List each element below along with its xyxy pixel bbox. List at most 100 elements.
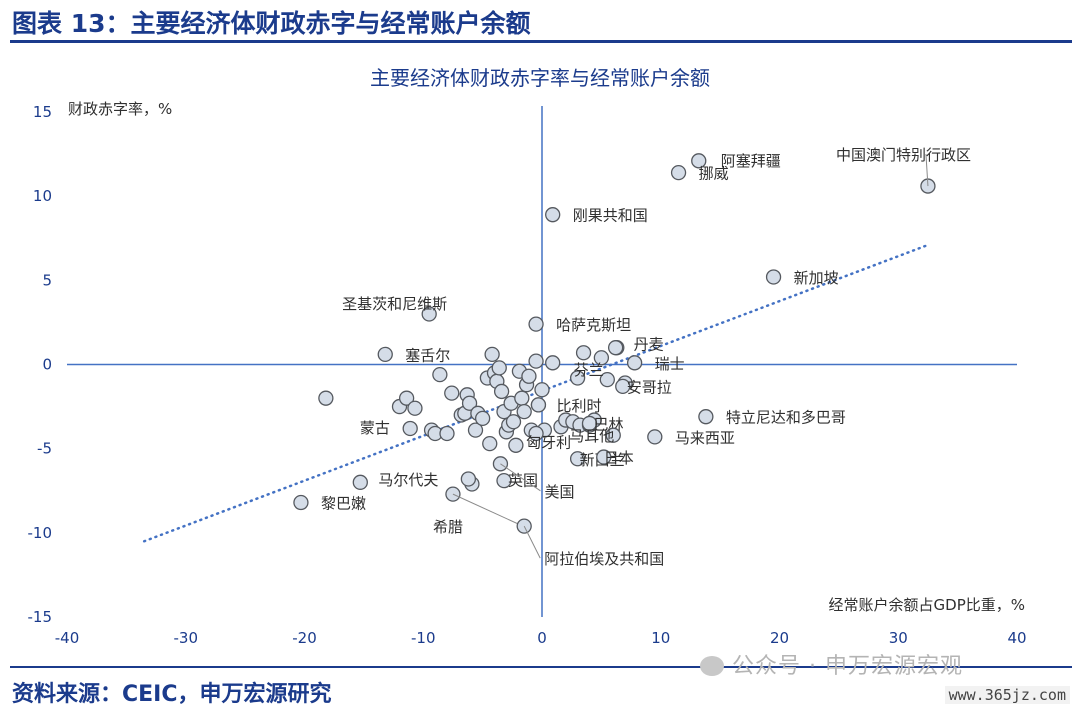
data-point: [765, 269, 782, 285]
data-point: [530, 397, 547, 413]
x-tick-label: 0: [537, 629, 547, 647]
data-label: 马来西亚: [675, 429, 735, 447]
footer-divider: [10, 666, 1072, 668]
x-axis-title: 经常账户余额占GDP比重，%: [829, 596, 1025, 614]
data-point: [670, 164, 687, 181]
data-point: [467, 422, 484, 438]
data-label: 挪威: [699, 165, 729, 183]
data-point: [607, 340, 624, 356]
data-point: [484, 346, 500, 363]
data-point: [496, 472, 512, 489]
x-tick-label: -40: [55, 629, 80, 647]
data-point: [545, 355, 561, 371]
y-tick-label: -15: [28, 608, 53, 626]
data-label: 马耳他: [569, 427, 614, 445]
y-tick-label: 10: [33, 187, 52, 205]
source-note: 资料来源：CEIC，申万宏源研究: [12, 682, 332, 707]
data-point: [407, 400, 423, 416]
data-point: [698, 409, 714, 425]
y-tick-label: 0: [42, 356, 52, 374]
data-point: [691, 153, 707, 169]
data-label: 希腊: [433, 518, 463, 536]
wechat-icon: [700, 656, 724, 676]
data-point: [534, 382, 550, 398]
data-point: [493, 383, 510, 400]
y-tick-label: -5: [37, 440, 52, 458]
data-label: 新加坡: [794, 269, 839, 287]
data-label: 蒙古: [360, 419, 390, 437]
x-tick-label: 10: [651, 629, 670, 647]
data-point: [516, 403, 532, 420]
data-point: [318, 390, 334, 406]
data-label: 黎巴嫩: [321, 495, 366, 513]
data-point: [421, 306, 437, 322]
data-point: [647, 429, 663, 445]
data-point: [569, 451, 586, 467]
data-label: 阿拉伯埃及共和国: [544, 550, 664, 568]
data-point: [352, 474, 368, 490]
site-mark: www.365jz.com: [944, 686, 1070, 704]
label-leader-line: [500, 463, 541, 492]
data-point: [505, 414, 522, 430]
data-point: [593, 350, 610, 366]
data-point: [461, 395, 478, 411]
data-point: [491, 360, 507, 376]
data-point: [545, 207, 561, 223]
data-label: 中国澳门特别行政区: [836, 146, 971, 164]
scatter-plot: -40 -30 -20 -10 0 10 20 30 40 15 10 5 0 -5 -10 -15 财政赤字率…: [28, 100, 1027, 647]
data-point: [626, 355, 643, 371]
y-axis-title: 财政赤字率，%: [68, 100, 172, 118]
y-tick-label: -10: [28, 524, 53, 542]
data-point: [575, 345, 592, 361]
data-point: [439, 425, 455, 442]
data-label: 日本: [604, 449, 634, 467]
header-divider: [10, 40, 1072, 43]
data-point: [569, 370, 586, 386]
data-point: [528, 316, 544, 332]
data-point: [528, 425, 544, 442]
data-label: 匈牙利: [526, 434, 571, 452]
data-label: 安哥拉: [627, 378, 672, 396]
data-point: [581, 415, 598, 432]
data-point: [444, 385, 460, 401]
data-label: 圣基茨和尼维斯: [342, 295, 447, 313]
data-point: [398, 390, 415, 406]
data-label: 美国: [544, 483, 574, 501]
data-label: 特立尼达和多巴哥: [726, 409, 846, 427]
figure-title: 图表 13：主要经济体财政赤字与经常账户余额: [12, 9, 531, 38]
data-point: [599, 371, 615, 388]
data-label: 丹麦: [634, 336, 664, 354]
data-point: [482, 435, 498, 452]
data-label: 马尔代夫: [378, 471, 438, 489]
data-point: [508, 437, 524, 453]
chart-title: 主要经济体财政赤字率与经常账户余额: [370, 66, 710, 90]
watermark-text: 公众号 · 申万宏源宏观: [732, 654, 963, 679]
data-label: 塞舌尔: [405, 346, 450, 364]
data-point: [615, 378, 631, 395]
data-point: [460, 471, 477, 487]
data-point: [596, 449, 612, 465]
data-point: [377, 346, 393, 363]
data-label: 比利时: [556, 397, 601, 415]
data-point: [521, 368, 537, 384]
data-point: [432, 366, 448, 383]
data-label: 英国: [508, 472, 538, 490]
data-label: 刚果共和国: [573, 207, 648, 225]
data-label: 芬兰: [574, 361, 604, 379]
data-point: [402, 420, 418, 437]
label-leader-line: [523, 525, 541, 559]
data-label: 哈萨克斯坦: [556, 316, 631, 334]
data-point: [474, 410, 491, 427]
x-tick-label: -10: [411, 629, 436, 647]
data-label: 瑞士: [655, 355, 685, 373]
x-tick-label: 40: [1007, 629, 1026, 647]
data-point: [528, 353, 544, 369]
x-tick-label: -30: [174, 629, 199, 647]
label-leader-line: [925, 154, 929, 187]
watermark: 公众号 · 申万宏源宏观: [700, 648, 963, 680]
y-tick-label: 15: [33, 103, 52, 121]
data-point: [514, 390, 530, 406]
x-tick-label: 20: [770, 629, 789, 647]
data-point: [293, 494, 309, 511]
data-point: [605, 427, 621, 443]
